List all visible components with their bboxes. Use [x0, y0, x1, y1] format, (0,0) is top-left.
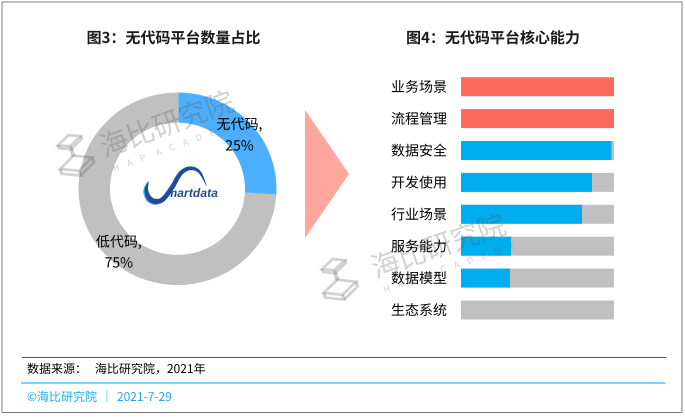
- svg-text:martdata: martdata: [167, 186, 219, 200]
